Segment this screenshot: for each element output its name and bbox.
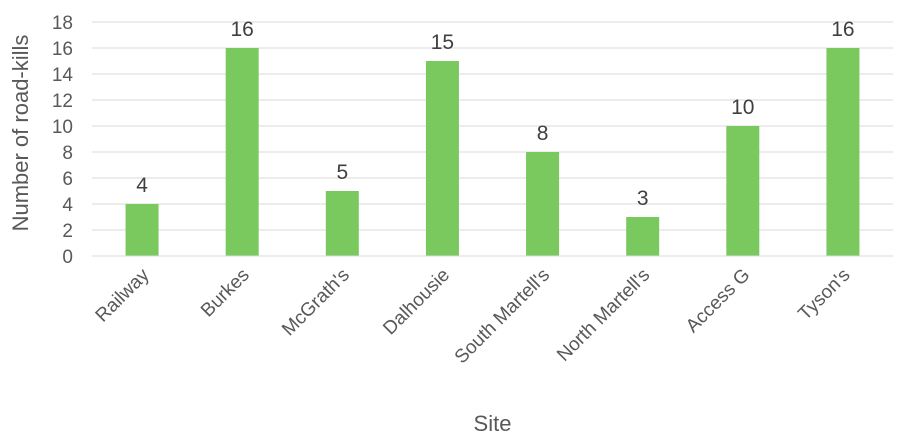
x-tick-label: South Martell's [451, 265, 554, 368]
bar [626, 217, 660, 256]
y-tick-label: 10 [52, 117, 73, 138]
y-tick-label: 14 [52, 65, 74, 86]
bar [526, 152, 560, 256]
y-tick-label: 16 [52, 39, 73, 60]
x-tick-label: Dalhousie [379, 265, 454, 340]
x-tick-label: Burkes [197, 265, 254, 322]
y-tick-label: 18 [52, 13, 73, 34]
y-tick-label: 6 [62, 169, 73, 190]
y-tick-label: 2 [62, 221, 73, 242]
x-tick-label: McGrath's [278, 265, 354, 341]
y-tick-label: 0 [62, 247, 73, 268]
x-tick-label: Tyson's [794, 265, 854, 325]
bar [325, 191, 359, 256]
bar [826, 48, 860, 256]
data-label: 3 [637, 187, 649, 210]
data-labels: 4 16 5 15 8 3 10 16 [136, 18, 854, 210]
data-label: 15 [431, 31, 454, 54]
y-tick-label: 12 [52, 91, 73, 112]
bar [125, 204, 159, 256]
data-label: 16 [831, 18, 854, 41]
bars [125, 48, 860, 256]
bar [726, 126, 760, 256]
x-tick-label: Railway [92, 264, 154, 326]
data-label: 5 [336, 161, 348, 184]
y-axis-title: Number of road-kills [8, 35, 33, 232]
data-label: 4 [136, 174, 148, 197]
y-tick-label: 4 [62, 195, 73, 216]
bar [425, 61, 459, 256]
x-axis-title: Site [474, 411, 512, 436]
data-label: 10 [731, 96, 754, 119]
x-tick-label: Access G [682, 265, 754, 337]
x-tick-label: North Martell's [553, 265, 654, 366]
y-tick-label: 8 [62, 143, 73, 164]
bar [225, 48, 259, 256]
data-label: 8 [537, 122, 549, 145]
data-label: 16 [231, 18, 254, 41]
y-axis-ticks: 0 2 4 6 8 10 12 14 16 18 [52, 13, 74, 268]
gridlines [92, 21, 893, 231]
